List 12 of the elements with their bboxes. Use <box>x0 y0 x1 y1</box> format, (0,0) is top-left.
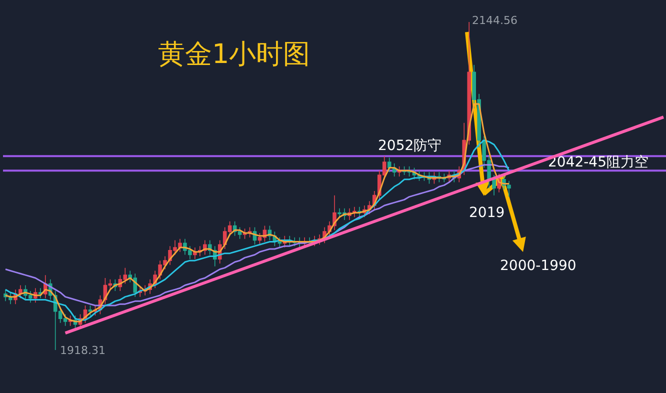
candlestick <box>492 174 496 196</box>
annotation: 2144.56 <box>472 14 518 27</box>
candlestick <box>467 22 471 145</box>
candlestick <box>8 292 12 304</box>
annotation: 1918.31 <box>60 344 106 357</box>
annotation: 2000-1990 <box>500 258 576 274</box>
candlestick <box>193 247 197 260</box>
ref-line-label: 2052防守 <box>378 138 442 154</box>
ref-line-label: 2042-45阻力空 <box>548 154 648 171</box>
candlestick <box>38 288 42 299</box>
text: 黄金1小时图 <box>158 38 310 72</box>
annotation: 2019 <box>469 205 505 221</box>
